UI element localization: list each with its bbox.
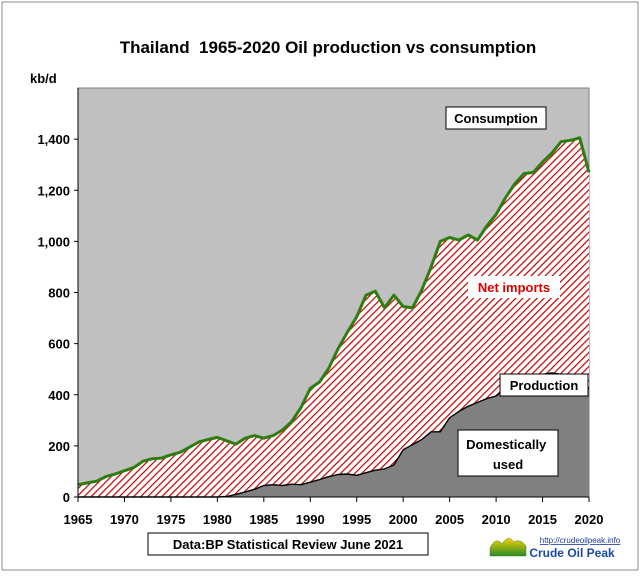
x-tick-label: 1985 — [249, 512, 278, 527]
y-tick-label: 600 — [48, 337, 70, 352]
x-tick-label: 1965 — [64, 512, 93, 527]
domestic-label-line-2: used — [493, 457, 523, 472]
y-tick-label: 800 — [48, 286, 70, 301]
x-tick-label: 2015 — [528, 512, 557, 527]
source-note: Data:BP Statistical Review June 2021 — [173, 537, 403, 552]
net-imports-area — [78, 137, 589, 498]
y-tick-label: 1,000 — [37, 234, 70, 249]
consumption-label: Consumption — [454, 111, 538, 126]
logo-name: Crude Oil Peak — [529, 546, 615, 560]
source-note-box — [147, 532, 429, 556]
y-tick-label: 0 — [63, 490, 70, 505]
logo-graphic-icon — [489, 538, 527, 557]
net-imports-label: Net imports — [478, 280, 550, 295]
chart-title: Thailand 1965-2020 Oil production vs con… — [120, 38, 537, 57]
consumption-line — [77, 136, 591, 487]
crude-oil-peak-logo: http://crudeoilpeak.info Crude Oil Peak — [489, 536, 621, 560]
production-label: Production — [510, 378, 579, 393]
y-tick-label: 1,400 — [37, 132, 70, 147]
x-tick-label: 2000 — [389, 512, 418, 527]
x-tick-label: 1980 — [203, 512, 232, 527]
x-tick-label: 1990 — [296, 512, 325, 527]
x-tick-label: 1975 — [156, 512, 185, 527]
logo-url: http://crudeoilpeak.info — [540, 536, 621, 545]
net-imports-label-box — [468, 276, 560, 298]
y-tick-label: 200 — [48, 439, 70, 454]
x-axis-ticks: 1965 1970 1975 1980 1985 1990 1995 2000 2005 2010… — [64, 497, 604, 527]
domestic-label-box — [457, 429, 559, 477]
x-tick-label: 1995 — [342, 512, 371, 527]
domestic-label-line-1: Domestically — [466, 437, 547, 452]
x-tick-label: 2005 — [435, 512, 464, 527]
x-tick-label: 2020 — [575, 512, 604, 527]
y-axis-unit-label: kb/d — [30, 71, 57, 86]
domestic-label: Domestically used — [466, 437, 550, 472]
y-tick-label: 1,200 — [37, 183, 70, 198]
consumption-label-box — [445, 106, 547, 130]
x-tick-label: 2010 — [482, 512, 511, 527]
x-tick-label: 1970 — [110, 512, 139, 527]
y-tick-label: 400 — [48, 388, 70, 403]
production-label-box — [499, 373, 589, 397]
y-axis-ticks: 0 200 400 600 800 1,000 1,200 1,400 — [37, 132, 78, 505]
